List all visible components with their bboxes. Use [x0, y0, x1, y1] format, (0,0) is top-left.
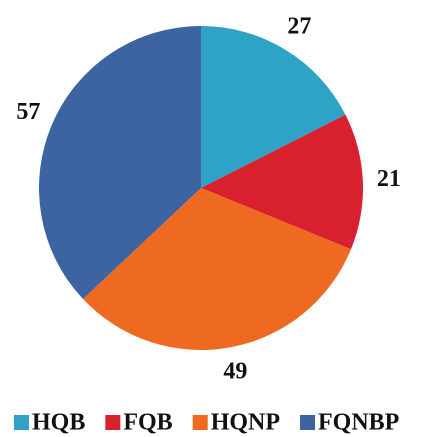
pie-slice [82, 188, 351, 350]
pie-slice [39, 26, 202, 299]
pie-slice [201, 26, 346, 188]
legend-swatch [14, 415, 29, 430]
legend-label: HQNP [211, 410, 280, 436]
data-label: 21 [377, 166, 401, 192]
legend-label: FQB [123, 410, 172, 436]
data-label: 27 [287, 13, 311, 39]
legend-swatch [105, 415, 121, 430]
legend-label: HQB [32, 410, 85, 436]
legend-swatch [300, 415, 316, 430]
data-label: 57 [16, 99, 40, 125]
legend-label: FQNBP [318, 410, 399, 436]
data-label: 49 [223, 358, 247, 384]
pie-slice [201, 114, 364, 250]
legend-swatch [192, 415, 208, 430]
